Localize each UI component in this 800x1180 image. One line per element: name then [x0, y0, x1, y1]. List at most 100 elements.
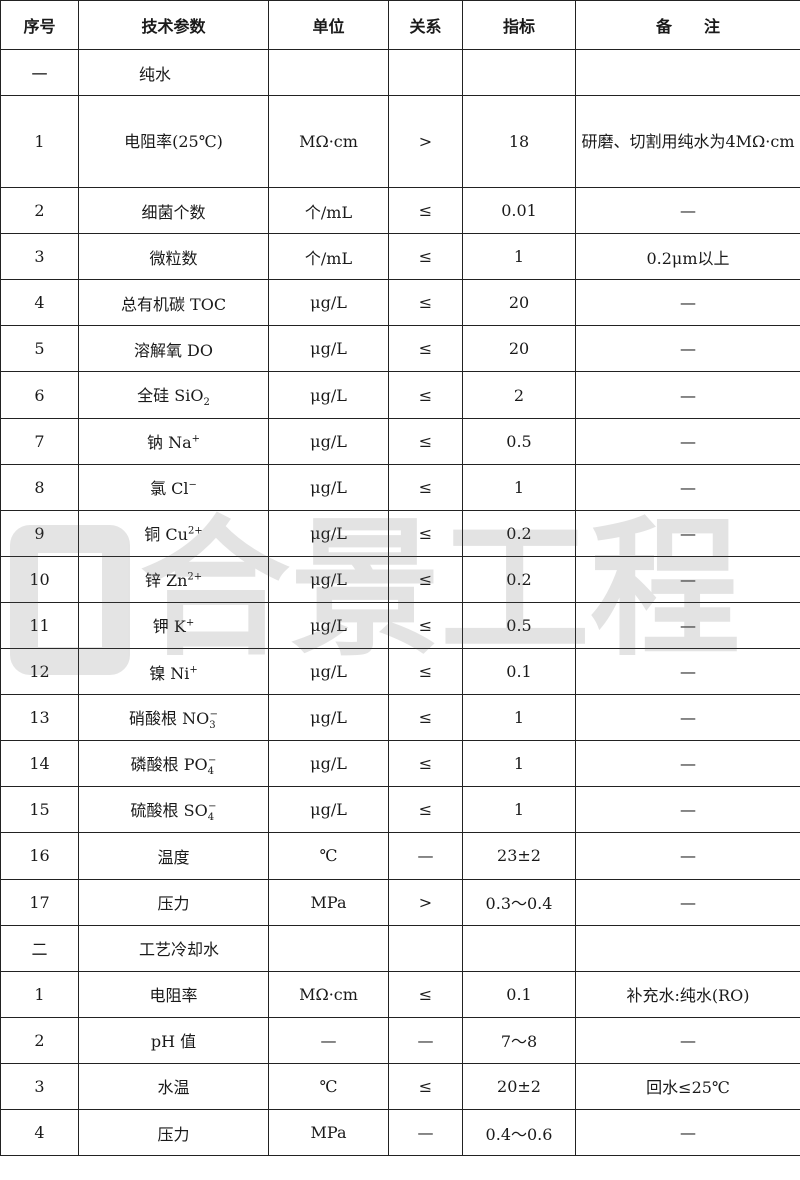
row-number: 2 [0, 1016, 79, 1064]
parameter-name: 水温 [157, 1078, 190, 1098]
value-cell: 2 [462, 371, 576, 419]
parameter-cell: 电阻率 [78, 970, 269, 1018]
relation-cell: ≤ [388, 371, 463, 419]
unit-cell: μg/L [268, 417, 389, 465]
relation-cell: ≤ [388, 648, 463, 696]
parameter-name: 总有机碳 TOC [120, 294, 227, 314]
table-row: 3 微粒数 个/mL ≤1 0.2μm以上 [0, 233, 800, 281]
superscript: 2+ [187, 572, 203, 584]
parameter-cell: 电阻率(25℃) [78, 95, 269, 189]
parameter-cell: 钾 K+ [78, 601, 269, 650]
value-cell: 0.2 [462, 555, 576, 603]
relation-cell: ≤ [388, 279, 463, 327]
unit-cell: μg/L [268, 786, 389, 834]
value-cell: 20±2 [462, 1062, 576, 1110]
relation-cell: ≤ [388, 509, 463, 557]
parameter-name: 电阻率(25℃) [124, 131, 223, 151]
row-number: 4 [0, 279, 79, 327]
superscript: − [207, 755, 217, 767]
row-number: 6 [0, 371, 79, 419]
unit-cell: MΩ·cm [268, 970, 389, 1018]
unit-cell: μg/L [268, 371, 389, 419]
row-number: 5 [0, 325, 79, 373]
subscript: 4 [207, 765, 214, 777]
table-row: 11 钾 K+ μg/L ≤0.5— [0, 601, 800, 650]
unit-cell: μg/L [268, 509, 389, 557]
note-cell: — [575, 555, 800, 603]
parameter-name: 磷酸根 PO [130, 754, 208, 774]
relation-cell: ≤ [388, 417, 463, 465]
unit-cell: μg/L [268, 555, 389, 603]
note-cell: — [575, 740, 800, 788]
unit-cell: — [268, 1016, 389, 1064]
parameter-name: 镍 Ni [149, 663, 190, 683]
section-row: 二工艺冷却水 [0, 924, 800, 972]
parameter-cell: 温度 [78, 832, 269, 880]
parameter-cell: 磷酸根 PO4− [78, 740, 269, 788]
unit-cell: μg/L [268, 463, 389, 511]
parameter-cell: 溶解氧 DO [78, 325, 269, 373]
unit-cell: μg/L [268, 694, 389, 742]
unit-cell: μg/L [268, 279, 389, 327]
unit-cell: MΩ·cm [268, 95, 389, 189]
parameter-name: 压力 [157, 894, 190, 914]
ion-script: − [189, 479, 197, 498]
note-cell: — [575, 279, 800, 327]
superscript: − [188, 479, 197, 491]
parameter-name: 钠 Na [146, 433, 192, 453]
parameter-cell: 镍 Ni+ [78, 648, 269, 696]
note-cell: — [575, 463, 800, 511]
empty-cell [268, 924, 389, 972]
table-row: 14 磷酸根 PO4− μg/L ≤1— [0, 740, 800, 788]
relation-cell: — [388, 832, 463, 880]
parameter-name: 钾 K [152, 617, 186, 637]
row-number: 1 [0, 95, 79, 189]
row-number: 15 [0, 786, 79, 834]
relation-cell: ≤ [388, 187, 463, 235]
relation-cell: ≤ [388, 786, 463, 834]
empty-cell [462, 924, 576, 972]
table-row: 2 细菌个数 个/mL ≤0.01— [0, 187, 800, 235]
section-row: 一纯水 [0, 48, 800, 97]
section-title: 纯水 [78, 48, 269, 97]
parameter-name: 硫酸根 SO [130, 800, 208, 820]
unit-cell: MPa [268, 878, 389, 926]
header-relation: 关系 [388, 0, 463, 50]
parameter-cell: 锌 Zn2+ [78, 555, 269, 603]
parameter-name: 硝酸根 NO [129, 708, 210, 728]
ion-script: 4− [208, 755, 217, 777]
parameter-cell: 总有机碳 TOC [78, 279, 269, 327]
superscript: − [209, 709, 218, 721]
row-number: 7 [0, 417, 79, 465]
table-row: 1 电阻率 MΩ·cm ≤0.1 补充水:纯水(RO) [0, 970, 800, 1018]
parameter-cell: 压力 [78, 878, 269, 926]
superscript: + [185, 618, 195, 630]
note-cell: — [575, 878, 800, 926]
parameter-cell: 硫酸根 SO4− [78, 786, 269, 834]
relation-cell: ≤ [388, 1062, 463, 1110]
relation-cell: — [388, 1108, 463, 1157]
note-cell: 回水≤25℃ [575, 1062, 800, 1110]
parameter-cell: 细菌个数 [78, 187, 269, 235]
relation-cell: > [388, 878, 463, 926]
ion-script: + [189, 664, 197, 683]
parameter-cell: 钠 Na+ [78, 417, 269, 465]
ion-script: 2+ [188, 525, 203, 544]
parameter-cell: 压力 [78, 1108, 269, 1157]
note-cell: — [575, 417, 800, 465]
relation-cell: ≤ [388, 325, 463, 373]
parameter-cell: pH 值 [78, 1016, 269, 1064]
value-cell: 7～8 [462, 1016, 576, 1064]
note-cell: — [575, 1108, 800, 1157]
value-cell: 0.4～0.6 [462, 1108, 576, 1157]
note-cell: — [575, 509, 800, 557]
note-cell: — [575, 325, 800, 373]
row-number: 12 [0, 648, 79, 696]
superscript: 2+ [187, 525, 203, 537]
table-row: 13 硝酸根 NO3− μg/L ≤1— [0, 694, 800, 742]
value-cell: 18 [462, 95, 576, 189]
relation-cell: > [388, 95, 463, 189]
empty-cell [462, 48, 576, 97]
